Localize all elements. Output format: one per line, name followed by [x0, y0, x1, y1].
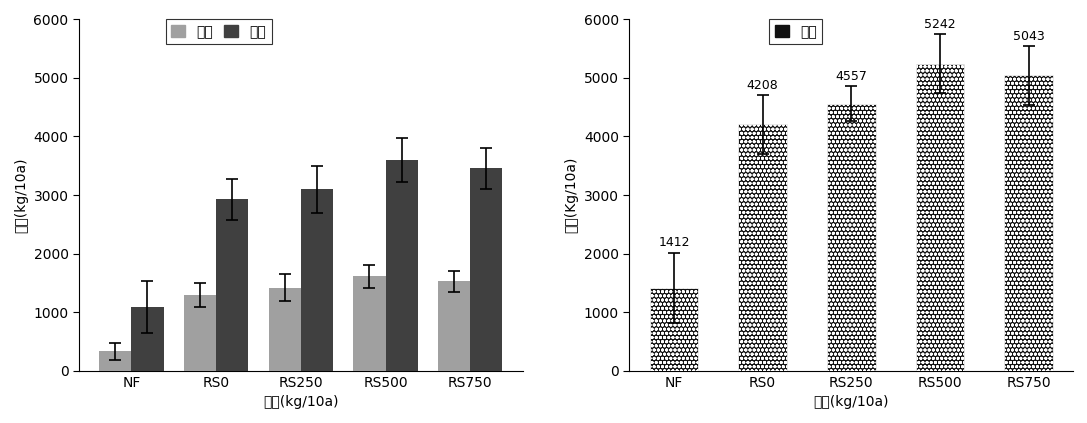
Bar [216, 199, 248, 371]
Bar [471, 168, 502, 371]
Bar [827, 104, 876, 371]
Bar [915, 64, 964, 371]
Bar [99, 352, 132, 371]
Bar [132, 307, 163, 371]
Bar [268, 288, 301, 371]
Bar [386, 160, 417, 371]
Text: 5043: 5043 [1013, 30, 1045, 43]
Bar [184, 295, 216, 371]
Text: 1412: 1412 [659, 236, 690, 250]
Text: 4208: 4208 [747, 79, 778, 91]
Bar [650, 288, 698, 371]
Bar [1004, 75, 1053, 371]
Y-axis label: 수량(kg/10a): 수량(kg/10a) [14, 157, 28, 233]
Text: 5242: 5242 [924, 18, 955, 31]
X-axis label: 처리(kg/10a): 처리(kg/10a) [263, 395, 338, 409]
Text: 4557: 4557 [835, 70, 867, 83]
Legend: 이삭, 경엽: 이삭, 경엽 [166, 19, 272, 44]
Bar [301, 189, 333, 371]
X-axis label: 처리(kg/10a): 처리(kg/10a) [813, 395, 889, 409]
Y-axis label: 수량(Kg/10a): 수량(Kg/10a) [564, 157, 578, 233]
Bar [353, 276, 386, 371]
Legend: 수량: 수량 [770, 19, 823, 44]
Bar [438, 281, 471, 371]
Bar [738, 124, 787, 371]
